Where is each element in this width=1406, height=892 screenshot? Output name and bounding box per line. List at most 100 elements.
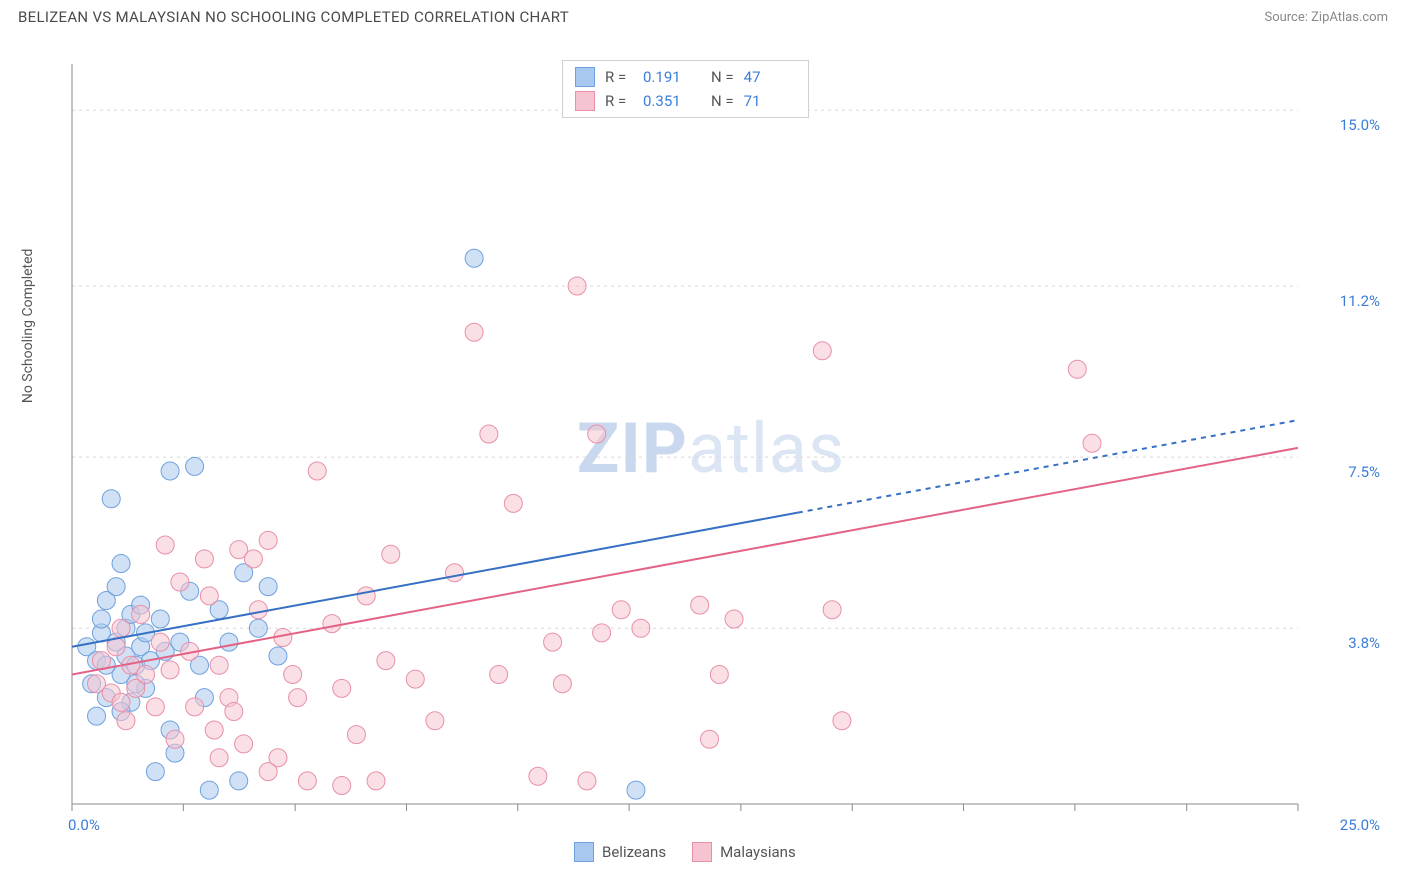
data-point <box>210 656 228 674</box>
data-point <box>1083 434 1101 452</box>
data-point <box>259 578 277 596</box>
data-point <box>102 490 120 508</box>
legend-label: Belizeans <box>602 843 666 861</box>
r-value: 0.191 <box>643 68 695 86</box>
data-point <box>308 462 326 480</box>
data-point <box>171 573 189 591</box>
y-tick-label: 3.8% <box>1348 634 1380 652</box>
data-point <box>426 712 444 730</box>
data-point <box>117 712 135 730</box>
data-point <box>200 781 218 799</box>
data-point <box>161 661 179 679</box>
data-point <box>146 698 164 716</box>
data-point <box>446 564 464 582</box>
y-axis-label: No Schooling Completed <box>20 249 36 404</box>
data-point <box>333 679 351 697</box>
data-point <box>284 666 302 684</box>
data-point <box>137 666 155 684</box>
data-point <box>210 749 228 767</box>
data-point <box>107 578 125 596</box>
data-point <box>92 610 110 628</box>
r-label: R = <box>605 68 633 86</box>
data-point <box>186 698 204 716</box>
scatter-plot <box>62 54 1368 844</box>
data-point <box>465 249 483 267</box>
data-point <box>406 670 424 688</box>
data-point <box>578 772 596 790</box>
data-point <box>269 647 287 665</box>
data-point <box>166 730 184 748</box>
data-point <box>249 601 267 619</box>
x-tick-label-start: 0.0% <box>68 816 100 834</box>
data-point <box>377 652 395 670</box>
data-point <box>112 555 130 573</box>
data-point <box>710 666 728 684</box>
series-swatch <box>575 67 595 87</box>
data-point <box>323 615 341 633</box>
data-point <box>612 601 630 619</box>
series-legend: Belizeans Malaysians <box>574 842 796 862</box>
n-value: 71 <box>744 92 796 110</box>
data-point <box>186 457 204 475</box>
data-point <box>161 462 179 480</box>
data-point <box>382 545 400 563</box>
r-label: R = <box>605 92 633 110</box>
data-point <box>151 610 169 628</box>
data-point <box>627 781 645 799</box>
data-point <box>88 707 106 725</box>
data-point <box>205 721 223 739</box>
data-point <box>249 619 267 637</box>
data-point <box>588 425 606 443</box>
data-point <box>632 619 650 637</box>
data-point <box>333 777 351 795</box>
data-point <box>112 693 130 711</box>
legend-item: Malaysians <box>692 842 796 862</box>
legend-label: Malaysians <box>720 843 796 861</box>
chart-title: BELIZEAN VS MALAYSIAN NO SCHOOLING COMPL… <box>18 8 569 26</box>
data-point <box>230 772 248 790</box>
chart-container: No Schooling Completed ZIPatlas R =0.191… <box>34 42 1388 872</box>
y-tick-label: 11.2% <box>1340 292 1380 310</box>
legend-item: Belizeans <box>574 842 666 862</box>
source-attribution: Source: ZipAtlas.com <box>1264 10 1388 25</box>
data-point <box>244 550 262 568</box>
data-point <box>298 772 316 790</box>
data-point <box>568 277 586 295</box>
data-point <box>701 730 719 748</box>
data-point <box>259 531 277 549</box>
data-point <box>151 633 169 651</box>
data-point <box>225 703 243 721</box>
data-point <box>725 610 743 628</box>
data-point <box>259 763 277 781</box>
data-point <box>367 772 385 790</box>
data-point <box>347 726 365 744</box>
legend-swatch <box>692 842 712 862</box>
y-tick-label: 15.0% <box>1340 116 1380 134</box>
data-point <box>220 633 238 651</box>
data-point <box>544 633 562 651</box>
data-point <box>200 587 218 605</box>
data-point <box>529 767 547 785</box>
data-point <box>1068 360 1086 378</box>
data-point <box>235 735 253 753</box>
stats-row: R =0.351N =71 <box>575 89 796 113</box>
data-point <box>156 536 174 554</box>
data-point <box>553 675 571 693</box>
data-point <box>357 587 375 605</box>
data-point <box>195 550 213 568</box>
correlation-stats-box: R =0.191N =47R =0.351N =71 <box>562 60 809 118</box>
data-point <box>480 425 498 443</box>
data-point <box>691 596 709 614</box>
data-point <box>465 323 483 341</box>
data-point <box>504 494 522 512</box>
data-point <box>813 342 831 360</box>
stats-row: R =0.191N =47 <box>575 65 796 89</box>
data-point <box>593 624 611 642</box>
trend-line-extrapolated <box>798 420 1298 513</box>
y-tick-label: 7.5% <box>1348 463 1380 481</box>
x-tick-label-end: 25.0% <box>1340 816 1380 834</box>
data-point <box>289 689 307 707</box>
data-point <box>146 763 164 781</box>
data-point <box>823 601 841 619</box>
r-value: 0.351 <box>643 92 695 110</box>
